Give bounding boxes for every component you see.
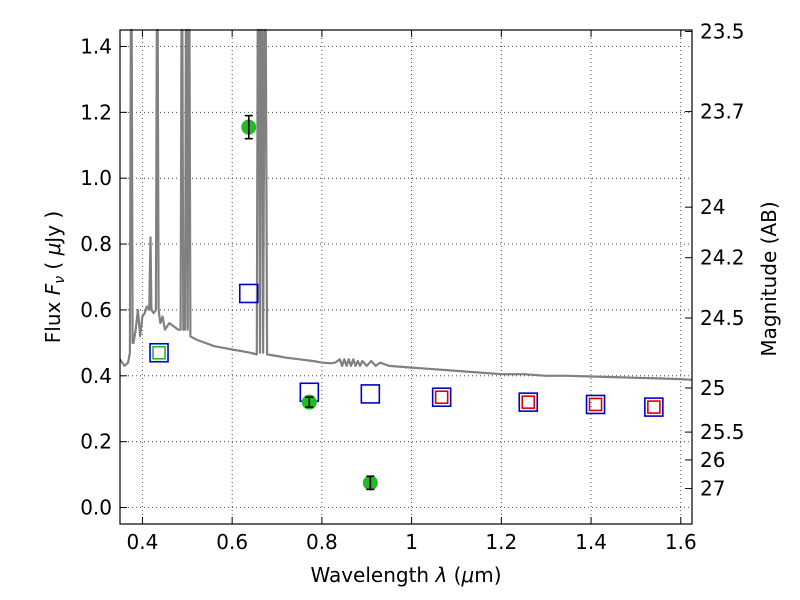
photometry-inner-square	[521, 395, 536, 409]
x-axis-label: Wavelength λ (μm)	[310, 563, 501, 587]
x-tick-label: 0.8	[306, 530, 338, 554]
x-tick-label: 1.2	[485, 530, 517, 554]
grid	[120, 30, 692, 524]
y-tick-label: 0.4	[80, 364, 112, 388]
y-tick-label: 1.4	[80, 34, 112, 58]
x-tick-label: 0.6	[216, 530, 248, 554]
y-tick-label: 1.0	[80, 166, 112, 190]
y2-tick-label: 25	[700, 376, 725, 400]
y-tick-label: 0.2	[80, 430, 112, 454]
plot-frame	[119, 29, 693, 525]
y2-axis-label: Magnitude (AB)	[757, 201, 781, 356]
photometry-inner-square	[588, 397, 603, 412]
y2-tick-label: 24	[700, 195, 725, 219]
y-axis-label: Flux Fν ( μJy )	[41, 211, 68, 343]
plot-series	[119, 28, 693, 491]
y-tick-label: 0.8	[80, 232, 112, 256]
x-tick-label: 1.4	[575, 530, 607, 554]
x-tick-label: 1	[405, 530, 418, 554]
model-photometry-square	[431, 387, 452, 408]
model-photometry-square	[149, 342, 169, 363]
y2-tick-label: 23.5	[700, 20, 745, 44]
model-photometry-square	[585, 394, 606, 415]
y-tick-label: 0.0	[80, 496, 112, 520]
y-tick-label: 1.2	[80, 100, 112, 124]
y2-tick-label: 23.7	[700, 100, 745, 124]
y2-tick-label: 26	[700, 448, 725, 472]
model-photometry-square	[360, 384, 381, 404]
photometry-inner-square	[647, 400, 661, 414]
model-photometry-square	[238, 283, 259, 304]
y2-tick-label: 24.2	[700, 246, 745, 270]
axis-ticks: 0.4 0.6 0.8 1 1.2 1.4 1.6 0.0 0.2 0.4 0.6 0.8 1.0 1.2…	[80, 20, 744, 554]
photometry-inner-square	[152, 345, 166, 360]
model-photometry-square	[644, 397, 664, 417]
y2-tick-label: 24.5	[700, 306, 745, 330]
x-tick-label: 0.4	[127, 530, 159, 554]
y-tick-label: 0.6	[80, 298, 112, 322]
y2-tick-label: 27	[700, 477, 725, 501]
photometry-inner-square	[434, 390, 449, 405]
model-spectrum-line	[119, 28, 693, 381]
model-photometry-square	[518, 392, 539, 412]
y2-tick-label: 25.5	[700, 420, 745, 444]
x-tick-label: 1.6	[665, 530, 697, 554]
